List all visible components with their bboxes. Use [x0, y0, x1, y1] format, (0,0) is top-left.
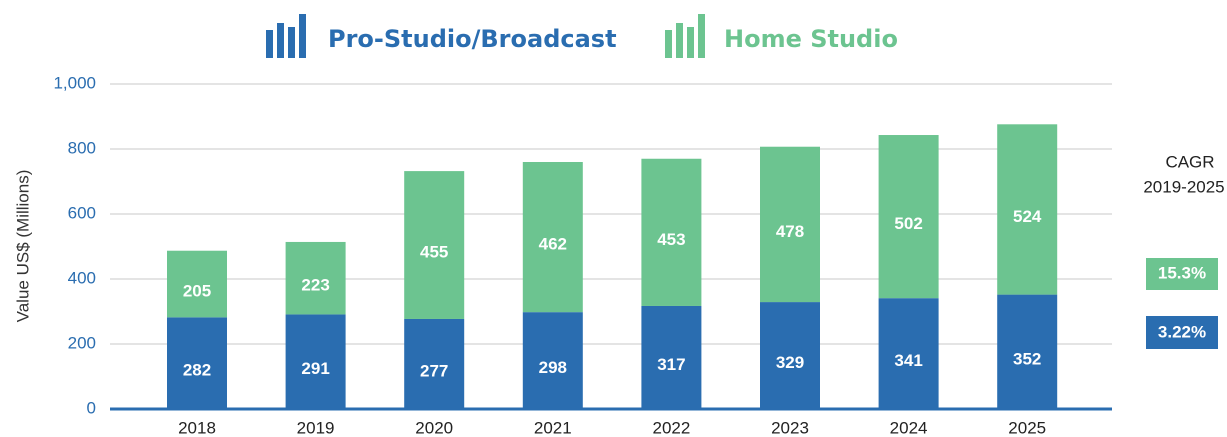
x-tick-label: 2019: [297, 418, 335, 437]
bar-segment: [878, 135, 939, 299]
data-label: 317: [657, 355, 685, 374]
bar-segment: [522, 312, 583, 409]
bar-segment: [285, 314, 346, 409]
data-label: 453: [657, 230, 685, 249]
data-label: 524: [1013, 207, 1042, 226]
bar-segment: [641, 305, 702, 409]
bar-segment: [404, 171, 465, 319]
y-axis-label: Value US$ (Millions): [13, 170, 32, 323]
x-tick-label: 2023: [771, 418, 809, 437]
data-label: 282: [183, 361, 211, 380]
x-tick-label: 2020: [415, 418, 453, 437]
bar-segment: [167, 250, 227, 318]
cagr-title: CAGR: [1165, 152, 1214, 171]
cagr-box: [1146, 316, 1218, 349]
bar-segment: [522, 162, 583, 313]
data-label: 478: [776, 222, 804, 241]
y-tick-label: 800: [68, 138, 96, 157]
bar-segment: [760, 302, 820, 409]
bar-segment: [641, 158, 702, 306]
bar-segment: [878, 298, 939, 409]
y-tick-label: 0: [87, 398, 96, 417]
data-label: 205: [183, 282, 211, 301]
x-tick-label: 2024: [890, 418, 928, 437]
data-label: 462: [539, 235, 567, 254]
x-tick-label: 2018: [178, 418, 216, 437]
x-tick-label: 2021: [534, 418, 572, 437]
legend-icon: [266, 14, 306, 58]
bar-segment: [167, 317, 227, 409]
x-tick-label: 2022: [652, 418, 690, 437]
data-label: 341: [894, 351, 922, 370]
data-label: 298: [539, 358, 567, 377]
cagr-value: 15.3%: [1158, 263, 1206, 282]
legend-icon: [665, 14, 705, 58]
bar-segment: [997, 294, 1058, 409]
data-label: 277: [420, 361, 448, 380]
bar-segment: [760, 146, 820, 303]
y-tick-label: 600: [68, 203, 96, 222]
bar-segment: [404, 318, 465, 409]
data-label: 502: [894, 214, 922, 233]
legend-label: Home Studio: [724, 25, 898, 53]
cagr-value: 3.22%: [1158, 322, 1206, 341]
legend-label: Pro-Studio/Broadcast: [328, 25, 617, 53]
data-label: 455: [420, 243, 448, 262]
data-label: 329: [776, 353, 804, 372]
cagr-box: [1146, 258, 1218, 290]
data-label: 352: [1013, 349, 1041, 368]
data-label: 291: [301, 359, 329, 378]
y-tick-label: 200: [68, 333, 96, 352]
y-tick-label: 400: [68, 268, 96, 287]
bar-segment: [997, 124, 1058, 295]
y-tick-label: 1,000: [53, 73, 96, 92]
data-label: 223: [301, 276, 329, 295]
bar-segment: [285, 241, 346, 315]
legend: Pro-Studio/Broadcast Home Studio: [266, 14, 898, 58]
x-tick-label: 2025: [1008, 418, 1046, 437]
cagr-period: 2019-2025: [1143, 177, 1224, 196]
